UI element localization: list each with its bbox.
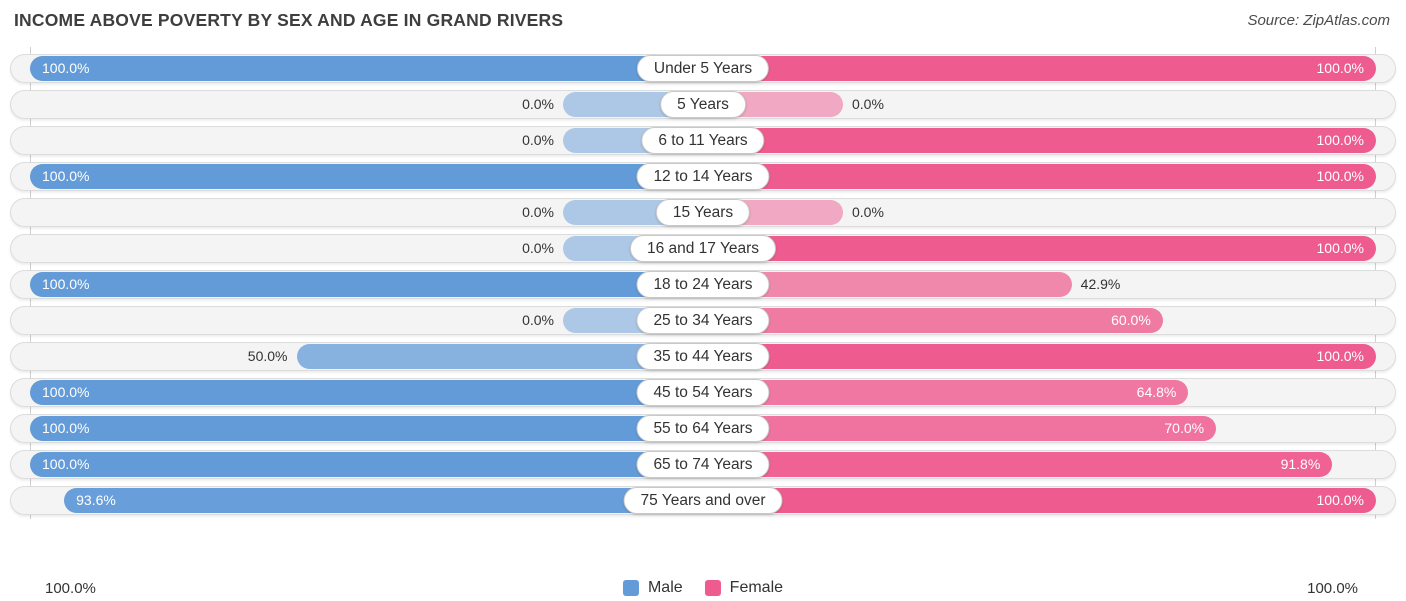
male-value-label: 0.0% <box>522 96 554 112</box>
male-value-label: 0.0% <box>522 312 554 328</box>
male-value-label: 50.0% <box>247 348 288 364</box>
poverty-by-sex-age-chart: 100.0% 100.0% Under 5 Years 0.0% 0.0% 5 … <box>10 47 1396 597</box>
category-label: 16 and 17 Years <box>629 235 777 262</box>
chart-row: 93.6% 100.0% 75 Years and over <box>10 486 1396 515</box>
male-value-label: 0.0% <box>522 240 554 256</box>
chart-row: 0.0% 0.0% 15 Years <box>10 198 1396 227</box>
chart-row: 0.0% 100.0% 6 to 11 Years <box>10 126 1396 155</box>
female-bar: 100.0% <box>703 236 1376 261</box>
female-bar: 100.0% <box>703 56 1376 81</box>
female-value-label: 60.0% <box>1111 312 1151 328</box>
male-bar: 100.0% <box>30 380 703 405</box>
x-axis: 100.0% Male Female 100.0% <box>20 575 1386 601</box>
chart-row: 0.0% 100.0% 16 and 17 Years <box>10 234 1396 263</box>
category-label: 55 to 64 Years <box>636 415 770 442</box>
category-label: Under 5 Years <box>636 55 770 82</box>
female-value-label: 100.0% <box>1316 492 1364 508</box>
female-value-label: 42.9% <box>1080 276 1121 292</box>
page-title: INCOME ABOVE POVERTY BY SEX AND AGE IN G… <box>14 10 564 30</box>
female-value-label: 100.0% <box>1316 168 1364 184</box>
legend-item-male: Male <box>622 579 683 597</box>
male-bar: 100.0% <box>30 164 703 189</box>
male-value-label: 100.0% <box>42 168 90 184</box>
male-value-label: 0.0% <box>522 204 554 220</box>
female-legend-swatch <box>704 580 721 596</box>
legend-item-female: Female <box>704 579 784 597</box>
female-bar: 60.0% <box>703 308 1163 333</box>
source-attribution: Source: ZipAtlas.com <box>1247 12 1390 29</box>
category-label: 35 to 44 Years <box>636 343 770 370</box>
category-label: 45 to 54 Years <box>636 379 770 406</box>
female-bar: 100.0% <box>703 164 1376 189</box>
female-value-label: 0.0% <box>852 96 884 112</box>
male-bar: 100.0% <box>30 56 703 81</box>
male-bar: 100.0% <box>30 272 703 297</box>
category-label: 18 to 24 Years <box>636 271 770 298</box>
male-bar: 50.0% <box>248 344 703 369</box>
chart-rows: 100.0% 100.0% Under 5 Years 0.0% 0.0% 5 … <box>10 47 1396 519</box>
male-value-label: 100.0% <box>42 456 90 472</box>
chart-row: 100.0% 100.0% 12 to 14 Years <box>10 162 1396 191</box>
chart-row: 0.0% 0.0% 5 Years <box>10 90 1396 119</box>
male-bar: 100.0% <box>30 416 703 441</box>
category-label: 15 Years <box>655 199 751 226</box>
category-label: 12 to 14 Years <box>636 163 770 190</box>
female-bar: 70.0% <box>703 416 1217 441</box>
female-value-label: 64.8% <box>1136 384 1177 400</box>
chart-row: 100.0% 100.0% Under 5 Years <box>10 54 1396 83</box>
male-value-label: 100.0% <box>42 60 90 76</box>
legend-female-label: Female <box>729 579 784 596</box>
female-bar: 100.0% <box>703 344 1376 369</box>
chart-row: 100.0% 42.9% 18 to 24 Years <box>10 270 1396 299</box>
male-bar: 93.6% <box>64 488 703 513</box>
category-label: 6 to 11 Years <box>641 127 765 154</box>
category-label: 65 to 74 Years <box>636 451 770 478</box>
male-value-label: 100.0% <box>42 384 90 400</box>
category-label: 75 Years and over <box>623 487 783 514</box>
female-value-label: 100.0% <box>1316 60 1364 76</box>
legend: Male Female <box>622 579 784 597</box>
male-legend-swatch <box>622 580 639 596</box>
category-label: 5 Years <box>660 91 746 118</box>
female-bar: 91.8% <box>703 452 1333 477</box>
x-axis-right-label: 100.0% <box>1307 579 1358 597</box>
legend-male-label: Male <box>647 579 683 596</box>
category-label: 25 to 34 Years <box>636 307 770 334</box>
female-value-label: 100.0% <box>1316 240 1364 256</box>
chart-row: 100.0% 91.8% 65 to 74 Years <box>10 450 1396 479</box>
female-value-label: 100.0% <box>1316 348 1364 364</box>
male-value-label: 100.0% <box>42 276 90 292</box>
female-bar: 100.0% <box>703 488 1376 513</box>
male-value-label: 93.6% <box>76 492 116 508</box>
male-value-label: 100.0% <box>42 420 90 436</box>
chart-row: 100.0% 64.8% 45 to 54 Years <box>10 378 1396 407</box>
chart-row: 0.0% 60.0% 25 to 34 Years <box>10 306 1396 335</box>
female-value-label: 0.0% <box>852 204 884 220</box>
chart-row: 100.0% 70.0% 55 to 64 Years <box>10 414 1396 443</box>
female-bar: 64.8% <box>703 380 1189 405</box>
female-value-label: 70.0% <box>1164 420 1205 436</box>
male-bar: 100.0% <box>30 452 703 477</box>
chart-row: 50.0% 100.0% 35 to 44 Years <box>10 342 1396 371</box>
female-value-label: 100.0% <box>1316 132 1364 148</box>
male-value-label: 0.0% <box>522 132 554 148</box>
x-axis-left-label: 100.0% <box>45 579 96 597</box>
female-value-label: 91.8% <box>1280 456 1321 472</box>
female-bar: 100.0% <box>703 128 1376 153</box>
